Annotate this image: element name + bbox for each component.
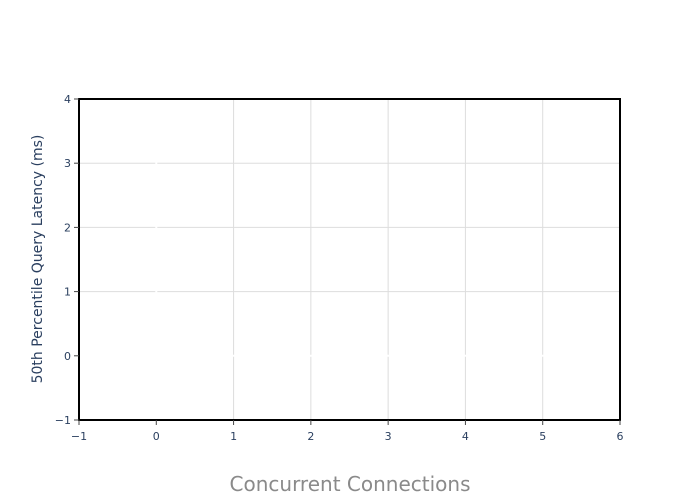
y-tick-label: 2	[64, 221, 71, 234]
x-tick-label: −1	[71, 430, 87, 443]
y-tick-label: 3	[64, 157, 71, 170]
x-tick-label: 4	[462, 430, 469, 443]
y-tick-label: 0	[64, 350, 71, 363]
x-tick-label: 6	[617, 430, 624, 443]
x-tick-label: 0	[153, 430, 160, 443]
x-axis-title: Concurrent Connections	[230, 472, 471, 496]
x-tick-label: 5	[539, 430, 546, 443]
y-axis-title: 50th Percentile Query Latency (ms)	[30, 135, 46, 384]
y-axis-ticks: −1 0 1 2 3 4	[55, 93, 79, 427]
x-tick-label: 1	[230, 430, 237, 443]
x-tick-label: 2	[307, 430, 314, 443]
plot-frame	[78, 98, 621, 421]
y-tick-label: 1	[64, 286, 71, 299]
y-tick-label: −1	[55, 414, 71, 427]
y-tick-label: 4	[64, 93, 71, 106]
x-axis-ticks: −1 0 1 2 3 4 5 6	[71, 420, 624, 443]
x-tick-label: 3	[385, 430, 392, 443]
grid-lines	[79, 99, 620, 420]
zero-lines	[79, 99, 620, 420]
